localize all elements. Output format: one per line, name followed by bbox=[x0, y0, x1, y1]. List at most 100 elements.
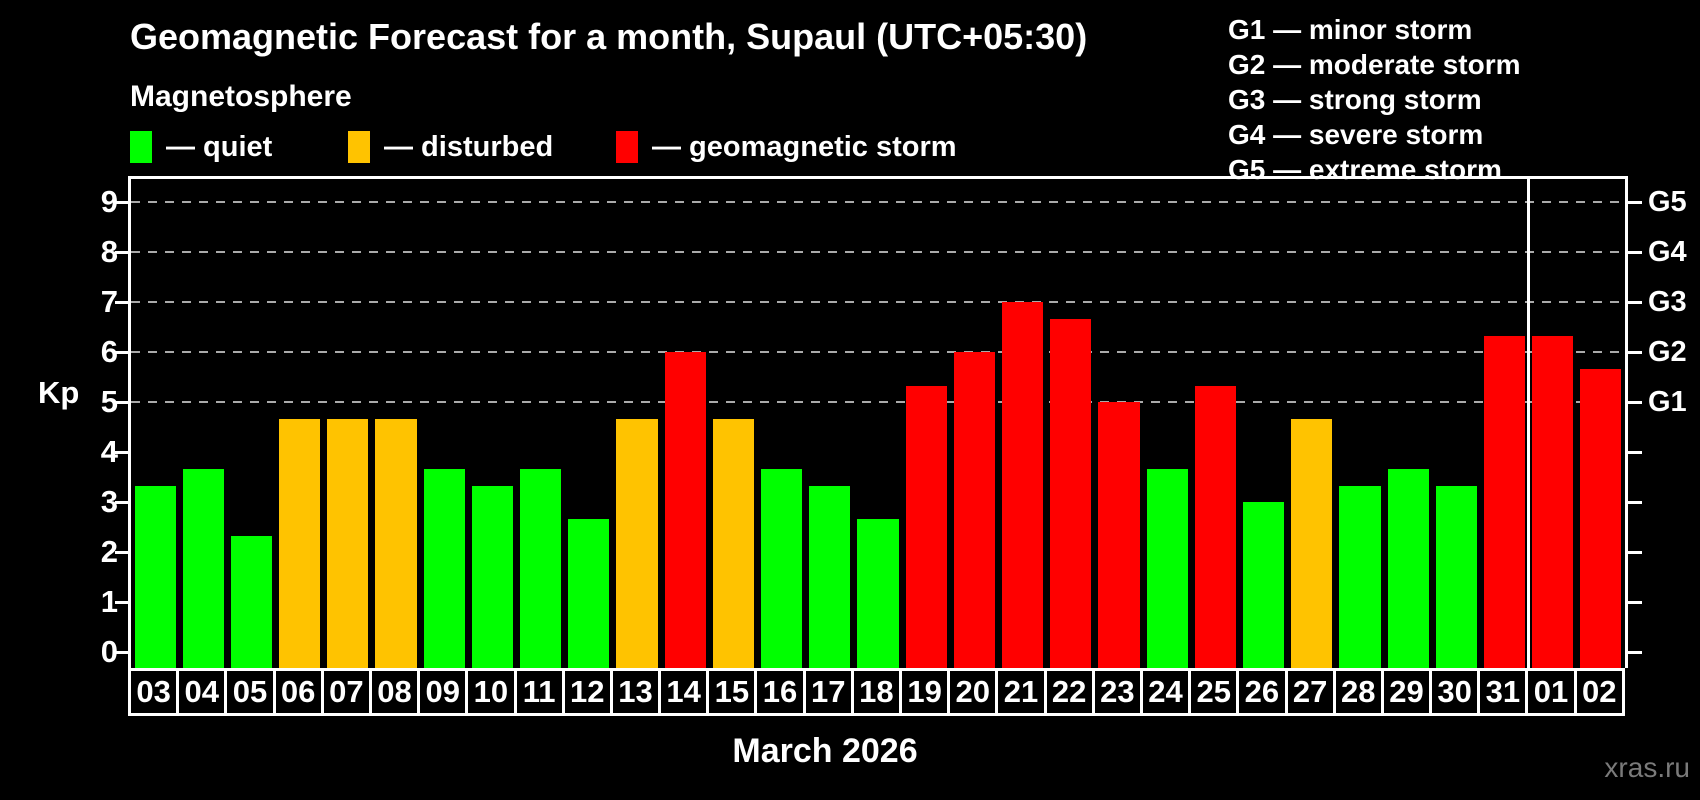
right-axis-tick-kp-9 bbox=[1628, 200, 1642, 204]
gridline-kp-5 bbox=[131, 401, 1625, 403]
left-axis-tick-kp-5 bbox=[115, 400, 128, 404]
day-label-27: 27 bbox=[1284, 668, 1336, 716]
bar-day-20 bbox=[953, 352, 995, 668]
g-legend-line-g4: G4 — severe storm bbox=[1228, 119, 1484, 150]
bar-day-22 bbox=[1050, 318, 1092, 668]
day-label-04: 04 bbox=[176, 668, 228, 716]
watermark: xras.ru bbox=[1604, 752, 1690, 783]
bar-day-18 bbox=[857, 518, 899, 668]
y-axis-label-1: 1 bbox=[100, 584, 118, 619]
legend-item-disturbed: — disturbed bbox=[348, 130, 553, 164]
right-axis-tick-kp-8 bbox=[1628, 250, 1642, 254]
y-axis-label-6: 6 bbox=[100, 334, 118, 369]
day-label-02: 02 bbox=[1573, 668, 1625, 716]
y-axis-label-9: 9 bbox=[100, 184, 118, 219]
gridline-kp-6 bbox=[131, 351, 1625, 353]
day-label-31: 31 bbox=[1477, 668, 1529, 716]
day-label-11: 11 bbox=[513, 668, 565, 716]
day-label-09: 09 bbox=[417, 668, 469, 716]
day-label-29: 29 bbox=[1380, 668, 1433, 716]
legend-label-disturbed: — disturbed bbox=[384, 130, 554, 163]
right-axis-tick-kp-2 bbox=[1628, 550, 1642, 554]
day-label-21: 21 bbox=[995, 668, 1047, 716]
day-label-14: 14 bbox=[658, 668, 710, 716]
bar-day-01 bbox=[1532, 335, 1574, 668]
g-scale-legend: G1 — minor storm G2 — moderate storm G3 … bbox=[1228, 12, 1521, 187]
quiet-color-swatch bbox=[130, 131, 152, 163]
bar-day-09 bbox=[423, 468, 465, 668]
y-axis-label-5: 5 bbox=[100, 384, 118, 419]
y-axis-label-7: 7 bbox=[100, 284, 118, 319]
x-axis-title: March 2026 bbox=[732, 732, 918, 770]
day-label-15: 15 bbox=[706, 668, 758, 716]
g-legend-line-g5: G5 — extreme storm bbox=[1228, 154, 1502, 185]
bar-day-13 bbox=[616, 418, 658, 668]
bar-day-23 bbox=[1098, 402, 1140, 668]
left-axis-tick-kp-6 bbox=[115, 350, 128, 354]
day-label-19: 19 bbox=[899, 668, 951, 716]
bar-day-21 bbox=[1001, 302, 1044, 668]
day-label-08: 08 bbox=[368, 668, 421, 716]
right-axis-tick-kp-0 bbox=[1628, 650, 1642, 654]
chart-title: Geomagnetic Forecast for a month, Supaul… bbox=[130, 16, 1088, 57]
g-legend-line-g2: G2 — moderate storm bbox=[1228, 49, 1521, 80]
y-axis-label-0: 0 bbox=[100, 634, 118, 669]
day-label-22: 22 bbox=[1043, 668, 1095, 716]
bar-day-10 bbox=[471, 485, 514, 668]
day-label-07: 07 bbox=[320, 668, 372, 716]
x-axis-day-labels: 03 04 05 06 07 08 09 10 11 12 13 14 15 16 17 18 19 20 21 22… bbox=[128, 668, 1628, 716]
bar-day-12 bbox=[568, 518, 610, 668]
bar-day-30 bbox=[1435, 485, 1477, 668]
day-label-03: 03 bbox=[128, 668, 180, 716]
left-axis-tick-kp-1 bbox=[115, 600, 128, 604]
bar-day-17 bbox=[809, 485, 851, 668]
day-label-05: 05 bbox=[224, 668, 276, 716]
y-axis-label-2: 2 bbox=[100, 534, 118, 569]
bar-day-29 bbox=[1387, 468, 1429, 668]
bar-day-06 bbox=[279, 418, 321, 668]
bar-day-03 bbox=[134, 485, 176, 668]
left-axis-tick-kp-8 bbox=[115, 250, 128, 254]
y-axis-label-4: 4 bbox=[100, 434, 118, 469]
bar-day-02 bbox=[1580, 368, 1622, 668]
right-axis-tick-kp-1 bbox=[1628, 600, 1642, 604]
day-label-28: 28 bbox=[1332, 668, 1384, 716]
g-legend-line-g3: G3 — strong storm bbox=[1228, 84, 1482, 115]
left-axis-tick-kp-0 bbox=[115, 650, 128, 654]
right-axis-tick-kp-4 bbox=[1628, 450, 1642, 454]
bar-day-05 bbox=[230, 535, 273, 668]
bar-day-14 bbox=[664, 352, 706, 668]
right-axis-label-g3: G3 bbox=[1648, 286, 1687, 318]
bar-day-25 bbox=[1194, 385, 1236, 668]
right-axis-label-g1: G1 bbox=[1648, 386, 1687, 418]
y-axis-label-3: 3 bbox=[100, 484, 118, 519]
bar-day-04 bbox=[182, 468, 224, 668]
bar-day-07 bbox=[327, 418, 369, 668]
bar-day-16 bbox=[761, 468, 803, 668]
left-axis-tick-kp-3 bbox=[115, 500, 128, 504]
month-separator-line bbox=[1527, 179, 1531, 668]
left-axis-tick-kp-4 bbox=[115, 450, 128, 454]
day-label-16: 16 bbox=[754, 668, 806, 716]
storm-color-swatch bbox=[616, 131, 638, 163]
g-legend-line-g1: G1 — minor storm bbox=[1228, 14, 1473, 45]
day-label-24: 24 bbox=[1139, 668, 1192, 716]
legend-label-storm: — geomagnetic storm bbox=[652, 130, 957, 163]
day-label-06: 06 bbox=[272, 668, 324, 716]
day-label-26: 26 bbox=[1236, 668, 1288, 716]
day-label-18: 18 bbox=[850, 668, 902, 716]
right-axis-label-g2: G2 bbox=[1648, 336, 1687, 368]
disturbed-color-swatch bbox=[348, 131, 370, 163]
day-label-12: 12 bbox=[561, 668, 613, 716]
legend-item-quiet: — quiet bbox=[130, 130, 272, 164]
day-label-10: 10 bbox=[465, 668, 517, 716]
bar-day-19 bbox=[905, 385, 947, 668]
day-label-01: 01 bbox=[1525, 668, 1577, 716]
right-axis-label-g4: G4 bbox=[1648, 236, 1687, 268]
day-label-13: 13 bbox=[609, 668, 662, 716]
right-axis-tick-kp-3 bbox=[1628, 500, 1642, 504]
left-axis-tick-kp-7 bbox=[115, 300, 128, 304]
bar-day-11 bbox=[520, 468, 562, 668]
bar-day-31 bbox=[1483, 335, 1526, 668]
